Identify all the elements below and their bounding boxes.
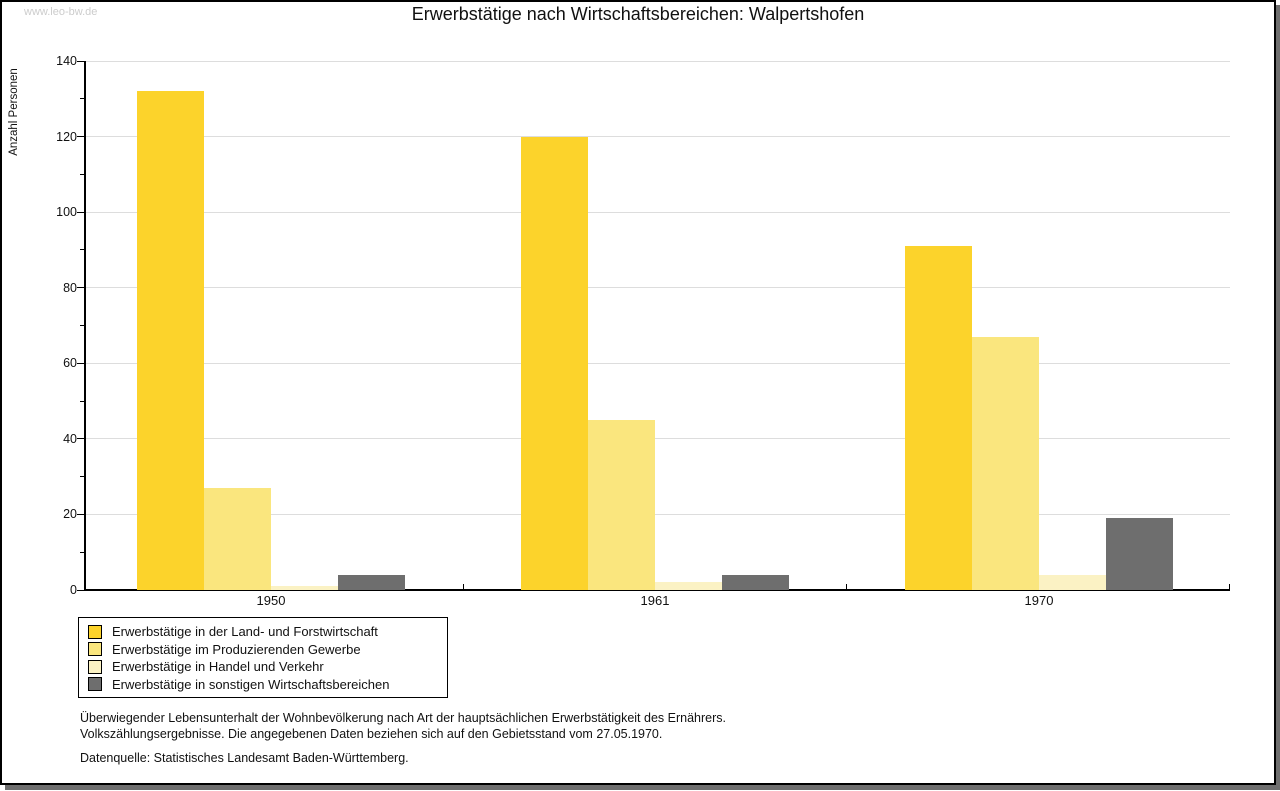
x-tick-label-1970: 1970 [1024,593,1054,608]
y-tick-140 [77,60,84,62]
y-tick-label-0: 0 [70,583,77,597]
gridline-60 [86,362,1230,364]
y-tick-80 [77,287,84,289]
y-tick-label-120: 120 [56,129,77,144]
x-tick-label-1950: 1950 [256,593,286,608]
x-separator-tick-1 [463,584,464,590]
bar-1950-series4 [338,574,405,590]
bar-1970-series4 [1106,518,1173,590]
bar-1950-series2 [204,487,271,590]
chart-title: Erwerbstätige nach Wirtschaftsbereichen:… [411,4,865,24]
bar-1970-series3 [1039,574,1106,590]
bar-1961-series4 [722,574,789,590]
legend: Erwerbstätige in der Land- und Forstwirt… [78,617,448,698]
y-tick-0 [77,589,84,591]
y-tick-minor-10 [80,551,84,553]
y-tick-label-60: 60 [63,356,77,371]
x-separator-tick-3 [1229,584,1230,590]
bar-1970-series1 [905,246,972,590]
y-tick-100 [77,211,84,213]
y-tick-label-40: 40 [63,431,77,446]
bar-1950-series3 [271,586,338,590]
y-tick-40 [77,438,84,440]
x-tick-label-1961: 1961 [640,593,670,608]
legend-swatch-2 [88,642,102,657]
gridline-40 [86,438,1230,440]
legend-swatch-4 [88,677,102,692]
legend-label-3: Erwerbstätige in Handel und Verkehr [112,659,324,675]
gridline-100 [86,211,1230,213]
watermark: www.leo-bw.de [24,6,98,18]
footnote-line-1: Überwiegender Lebensunterhalt der Wohnbe… [80,711,726,725]
footnote: Überwiegender Lebensunterhalt der Wohnbe… [80,710,1180,742]
x-axis-line [84,589,1230,591]
y-axis-line [84,61,86,591]
footnote-line-2: Volkszählungsergebnisse. Die angegebenen… [80,727,663,741]
y-tick-label-20: 20 [63,507,77,522]
legend-label-4: Erwerbstätige in sonstigen Wirtschaftsbe… [112,676,390,692]
y-tick-120 [77,136,84,138]
x-separator-tick-2 [846,584,847,590]
legend-item-2: Erwerbstätige im Produzierenden Gewerbe [88,641,447,659]
y-tick-minor-130 [80,98,84,100]
gridline-20 [86,513,1230,515]
y-axis-title: Anzahl Personen [8,68,20,156]
y-tick-minor-110 [80,173,84,175]
y-tick-20 [77,513,84,515]
legend-swatch-1 [88,624,102,639]
y-tick-label-80: 80 [63,280,77,295]
y-tick-minor-70 [80,325,84,326]
bar-1961-series2 [588,419,655,590]
y-tick-minor-50 [80,400,84,402]
bar-1961-series3 [655,582,722,590]
legend-swatch-3 [88,659,102,674]
legend-item-3: Erwerbstätige in Handel und Verkehr [88,658,447,676]
y-tick-label-140: 140 [56,54,77,68]
y-tick-60 [77,362,84,364]
y-tick-minor-30 [80,476,84,478]
bar-1950-series1 [137,91,204,590]
legend-item-4: Erwerbstätige in sonstigen Wirtschaftsbe… [88,676,447,694]
bar-1970-series2 [972,336,1039,590]
y-tick-minor-90 [80,249,84,251]
legend-item-1: Erwerbstätige in der Land- und Forstwirt… [88,623,447,641]
gridline-80 [86,287,1230,289]
legend-label-1: Erwerbstätige in der Land- und Forstwirt… [112,624,378,640]
bar-1961-series1 [521,136,588,590]
gridline-120 [86,136,1230,138]
y-tick-label-100: 100 [56,205,77,220]
gridline-140 [86,60,1230,62]
legend-label-2: Erwerbstätige im Produzierenden Gewerbe [112,641,361,657]
data-source: Datenquelle: Statistisches Landesamt Bad… [80,751,409,765]
